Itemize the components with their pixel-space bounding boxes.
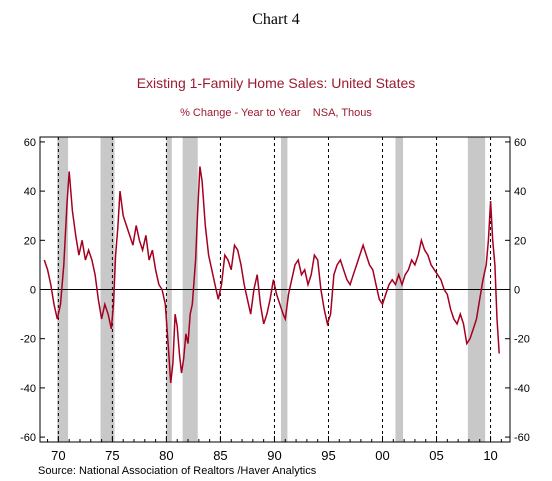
y-axis-right: -60 -40 -20 0 20 40 60 [505,137,530,444]
x-tick-label: 95 [321,448,335,463]
y-tick-label-right: 20 [514,235,526,247]
y-tick-label-left: 20 [24,235,36,247]
x-tick-label: 00 [375,448,389,463]
chart-subtitle: % Change - Year to Year NSA, Thous [180,107,372,119]
x-tick-label: 90 [267,448,281,463]
y-tick-label-right: 0 [514,285,520,297]
x-tick-label: 10 [483,448,497,463]
y-tick-label-right: -20 [514,334,530,346]
x-tick-label: 80 [159,448,173,463]
y-tick-label-left: -60 [20,432,36,444]
series-line [43,166,500,384]
y-tick-label-left: 40 [24,186,36,198]
x-tick-label: 05 [429,448,443,463]
x-tick-label: 85 [213,448,227,463]
x-tick-label: 70 [51,448,65,463]
source-note: Source: National Association of Realtors… [38,465,317,477]
y-tick-label-right: 60 [514,137,526,149]
x-axis: 70 75 80 85 90 95 00 05 10 [47,436,502,463]
y-tick-label-right: -40 [514,383,530,395]
x-tick-label: 75 [105,448,119,463]
chart-title: Existing 1-Family Home Sales: United Sta… [137,75,416,91]
y-tick-label-right: 40 [514,186,526,198]
y-tick-label-left: 60 [24,137,36,149]
y-axis-left: -60 -40 -20 0 20 40 60 [20,137,45,444]
y-tick-label-left: 0 [30,285,36,297]
chart-number-label: Chart 4 [252,11,300,28]
y-tick-label-left: -20 [20,334,36,346]
y-tick-label-left: -40 [20,383,36,395]
y-tick-label-right: -60 [514,432,530,444]
